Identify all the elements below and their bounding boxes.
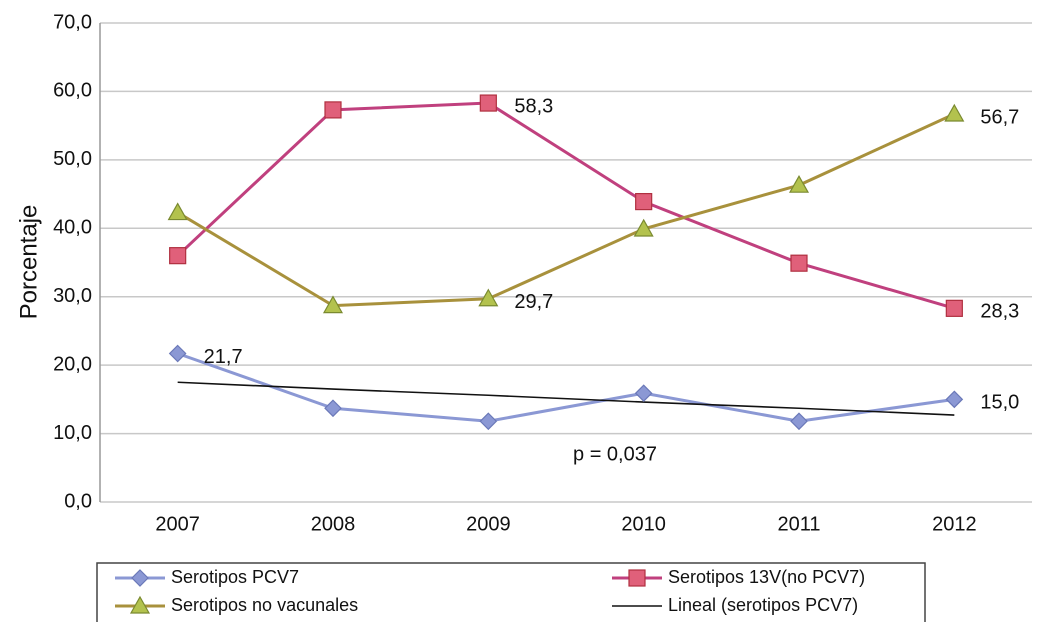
data-label: 58,3 — [514, 95, 553, 117]
legend-label: Serotipos PCV7 — [171, 567, 299, 587]
marker — [322, 295, 344, 314]
legend-label: Lineal (serotipos PCV7) — [668, 595, 858, 615]
x-tick-label: 2008 — [311, 513, 356, 535]
marker — [324, 101, 342, 119]
marker — [945, 299, 963, 317]
legend-box — [96, 562, 926, 622]
marker — [633, 218, 654, 237]
series-line — [176, 101, 955, 310]
data-label: 56,7 — [980, 106, 1019, 128]
marker — [169, 247, 187, 265]
y-tick-label: 40,0 — [53, 217, 92, 239]
legend-marker — [129, 595, 151, 614]
data-label: 21,7 — [204, 346, 243, 368]
marker — [479, 94, 497, 112]
y-tick-label: 30,0 — [53, 285, 92, 307]
x-tick-label: 2007 — [155, 513, 200, 535]
y-tick-label: 20,0 — [53, 353, 92, 375]
series-line — [177, 381, 955, 416]
y-tick-label: 50,0 — [53, 148, 92, 170]
legend-label: Serotipos no vacunales — [171, 595, 358, 615]
marker — [324, 399, 342, 418]
y-axis-label: Porcentaje — [15, 205, 42, 320]
marker — [634, 384, 653, 403]
data-label: 15,0 — [980, 392, 1019, 414]
legend-label: Serotipos 13V(no PCV7) — [668, 567, 865, 587]
marker — [167, 202, 188, 221]
y-tick-label: 10,0 — [53, 422, 92, 444]
legend-marker — [131, 569, 149, 587]
marker — [478, 288, 499, 307]
marker — [788, 174, 810, 193]
series-line — [177, 352, 955, 423]
x-tick-label: 2009 — [466, 513, 511, 535]
marker — [790, 254, 808, 272]
x-tick-label: 2012 — [932, 513, 977, 535]
marker — [945, 390, 964, 409]
x-tick-label: 2011 — [777, 513, 820, 535]
marker — [479, 412, 498, 431]
marker — [944, 103, 965, 122]
y-tick-label: 0,0 — [64, 490, 92, 512]
legend-marker — [628, 569, 646, 587]
annotation: p = 0,037 — [573, 443, 657, 465]
y-tick-label: 60,0 — [53, 80, 92, 102]
y-tick-label: 70,0 — [53, 11, 92, 33]
data-label: 29,7 — [514, 291, 553, 313]
marker — [790, 412, 808, 431]
marker — [168, 344, 187, 363]
x-tick-label: 2010 — [621, 513, 666, 535]
data-label: 28,3 — [980, 301, 1019, 323]
marker — [635, 192, 653, 211]
series-line — [176, 112, 955, 308]
